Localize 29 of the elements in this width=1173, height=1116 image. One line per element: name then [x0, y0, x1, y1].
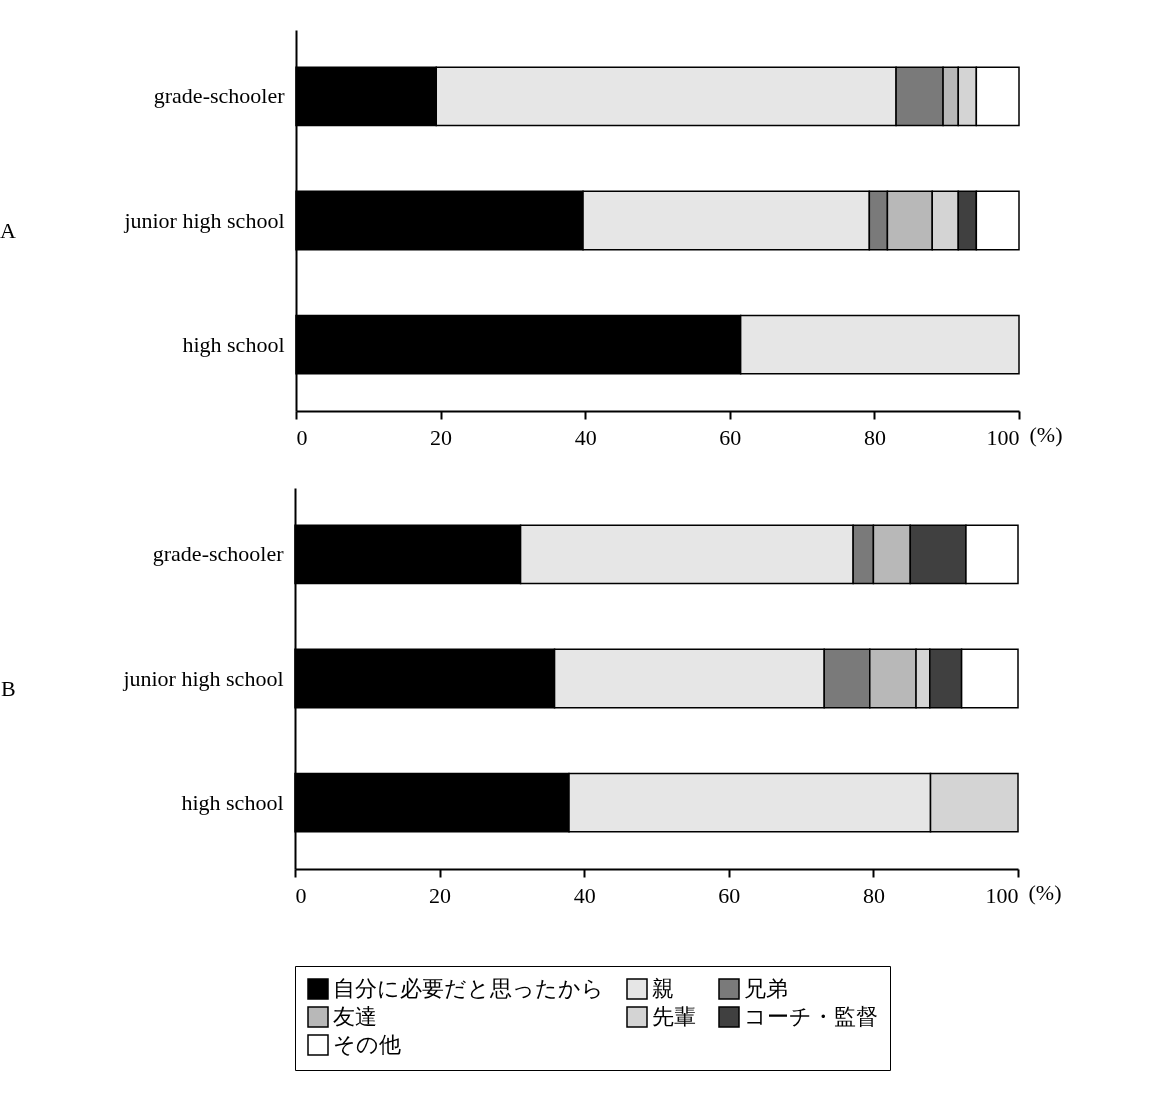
y-tick-label: grade-schooler [153, 83, 286, 109]
x-tick-label: 40 [574, 424, 597, 450]
x-tick-label: 80 [862, 882, 885, 908]
text: B [0, 675, 16, 701]
text: A [0, 217, 17, 243]
x-tick-label: 60 [719, 424, 742, 450]
x-axis-title: (%) [1029, 421, 1063, 447]
legend-label: コーチ・監督 [744, 1004, 878, 1029]
y-tick-label: high school [181, 789, 284, 815]
legend-label: 友達 [333, 1004, 377, 1029]
legend-label: 兄弟 [744, 976, 788, 1001]
y-tick-label: junior high school [122, 665, 284, 691]
legend-label: 親 [652, 976, 674, 1001]
x-tick-label: 0 [295, 882, 307, 908]
legend-label: 先輩 [652, 1004, 696, 1029]
legend-label: 自分に必要だと思ったから [333, 976, 604, 1001]
legend-label: その他 [333, 1032, 401, 1057]
x-axis-title: (%) [1028, 879, 1062, 905]
x-tick-label: 0 [296, 424, 308, 450]
y-tick-label: junior high school [123, 207, 285, 233]
y-tick-label: high school [182, 331, 285, 357]
x-tick-label: 80 [863, 424, 886, 450]
x-tick-label: 100 [985, 882, 1019, 908]
x-tick-label: 20 [430, 424, 453, 450]
x-tick-label: 60 [718, 882, 741, 908]
x-tick-label: 20 [429, 882, 452, 908]
y-tick-label: grade-schooler [152, 541, 285, 567]
x-tick-label: 40 [573, 882, 596, 908]
x-tick-label: 100 [986, 424, 1020, 450]
